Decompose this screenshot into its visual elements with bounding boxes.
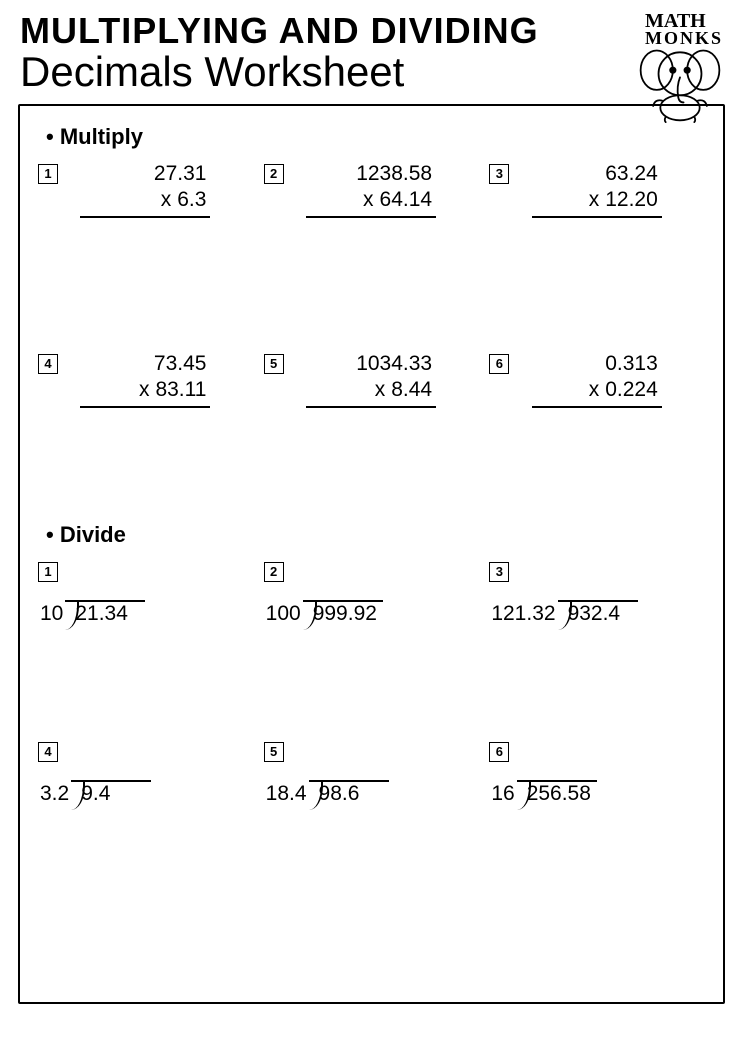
- divide-body: 100999.92: [264, 600, 383, 628]
- divisor: 10: [38, 602, 65, 628]
- multiply-problem: 2 1238.58 x 64.14: [264, 162, 480, 232]
- divisor: 121.32: [489, 602, 557, 628]
- multiplier-row: x6.3: [80, 188, 210, 212]
- divisor: 3.2: [38, 782, 71, 808]
- divide-problem: 6 16256.58: [489, 740, 705, 810]
- divide-problem: 4 3.29.4: [38, 740, 254, 810]
- multiplier: 83.11: [155, 378, 206, 401]
- divisor: 100: [264, 602, 303, 628]
- times-icon: x: [589, 378, 600, 401]
- problem-number-box: 3: [489, 164, 509, 184]
- divide-body: 1021.34: [38, 600, 145, 628]
- multiply-body: 73.45 x83.11: [80, 352, 210, 408]
- dividend: 21.34: [65, 600, 145, 628]
- divide-grid: 1 1021.34 2 100999.92 3 121.32932.4: [38, 560, 705, 810]
- rule-line: [80, 406, 210, 408]
- problem-number-box: 5: [264, 742, 284, 762]
- title-line-1: MULTIPLYING AND DIVIDING: [20, 10, 723, 52]
- multiplier: 8.44: [391, 378, 432, 401]
- divide-body: 16256.58: [489, 780, 597, 808]
- divide-body: 121.32932.4: [489, 600, 637, 628]
- problem-number-box: 6: [489, 742, 509, 762]
- divide-problem: 2 100999.92: [264, 560, 480, 630]
- divide-problem: 3 121.32932.4: [489, 560, 705, 630]
- multiplier: 6.3: [177, 188, 206, 211]
- multiplicand: 63.24: [532, 162, 662, 186]
- problem-number-box: 1: [38, 164, 58, 184]
- rule-line: [306, 216, 436, 218]
- problem-number-box: 2: [264, 562, 284, 582]
- dividend: 9.4: [71, 780, 151, 808]
- dividend: 98.6: [309, 780, 389, 808]
- rule-line: [80, 216, 210, 218]
- multiply-body: 1034.33 x8.44: [306, 352, 436, 408]
- multiplicand: 0.313: [532, 352, 662, 376]
- divisor: 16: [489, 782, 516, 808]
- divide-body: 18.498.6: [264, 780, 389, 808]
- multiply-problem: 5 1034.33 x8.44: [264, 352, 480, 422]
- problem-number-box: 1: [38, 562, 58, 582]
- divide-section-label: Divide: [46, 522, 705, 548]
- multiply-grid: 1 27.31 x6.3 2 1238.58 x64.14 3 63.24 x1…: [38, 162, 705, 422]
- header: MULTIPLYING AND DIVIDING Decimals Worksh…: [0, 0, 743, 96]
- multiplier-row: x83.11: [80, 378, 210, 402]
- times-icon: x: [161, 188, 172, 211]
- multiply-body: 27.31 x6.3: [80, 162, 210, 218]
- multiply-problem: 4 73.45 x83.11: [38, 352, 254, 422]
- divide-body: 3.29.4: [38, 780, 151, 808]
- divide-problem: 1 1021.34: [38, 560, 254, 630]
- times-icon: x: [139, 378, 150, 401]
- times-icon: x: [375, 378, 386, 401]
- multiplicand: 73.45: [80, 352, 210, 376]
- rule-line: [306, 406, 436, 408]
- problem-number-box: 4: [38, 354, 58, 374]
- multiply-body: 63.24 x12.20: [532, 162, 662, 218]
- divide-problem: 5 18.498.6: [264, 740, 480, 810]
- problem-number-box: 3: [489, 562, 509, 582]
- problem-number-box: 2: [264, 164, 284, 184]
- title-line-2: Decimals Worksheet: [20, 48, 723, 96]
- multiply-body: 0.313 x0.224: [532, 352, 662, 408]
- multiplier-row: x12.20: [532, 188, 662, 212]
- problem-number-box: 6: [489, 354, 509, 374]
- times-icon: x: [363, 188, 374, 211]
- multiplier: 0.224: [605, 378, 658, 401]
- multiplier-row: x0.224: [532, 378, 662, 402]
- times-icon: x: [589, 188, 600, 211]
- multiply-problem: 1 27.31 x6.3: [38, 162, 254, 232]
- multiplicand: 27.31: [80, 162, 210, 186]
- dividend: 256.58: [517, 780, 597, 808]
- multiplier: 64.14: [380, 188, 433, 211]
- problem-number-box: 5: [264, 354, 284, 374]
- worksheet-frame: Multiply 1 27.31 x6.3 2 1238.58 x64.14 3…: [18, 104, 725, 1004]
- multiplier: 12.20: [605, 188, 658, 211]
- multiply-section-label: Multiply: [46, 124, 705, 150]
- multiplicand: 1238.58: [306, 162, 436, 186]
- multiply-body: 1238.58 x 64.14: [306, 162, 436, 218]
- multiplier-row: x 64.14: [306, 188, 436, 212]
- multiplicand: 1034.33: [306, 352, 436, 376]
- multiply-problem: 3 63.24 x12.20: [489, 162, 705, 232]
- rule-line: [532, 406, 662, 408]
- divisor: 18.4: [264, 782, 309, 808]
- rule-line: [532, 216, 662, 218]
- dividend: 999.92: [303, 600, 383, 628]
- multiplier-row: x8.44: [306, 378, 436, 402]
- dividend: 932.4: [558, 600, 638, 628]
- problem-number-box: 4: [38, 742, 58, 762]
- multiply-problem: 6 0.313 x0.224: [489, 352, 705, 422]
